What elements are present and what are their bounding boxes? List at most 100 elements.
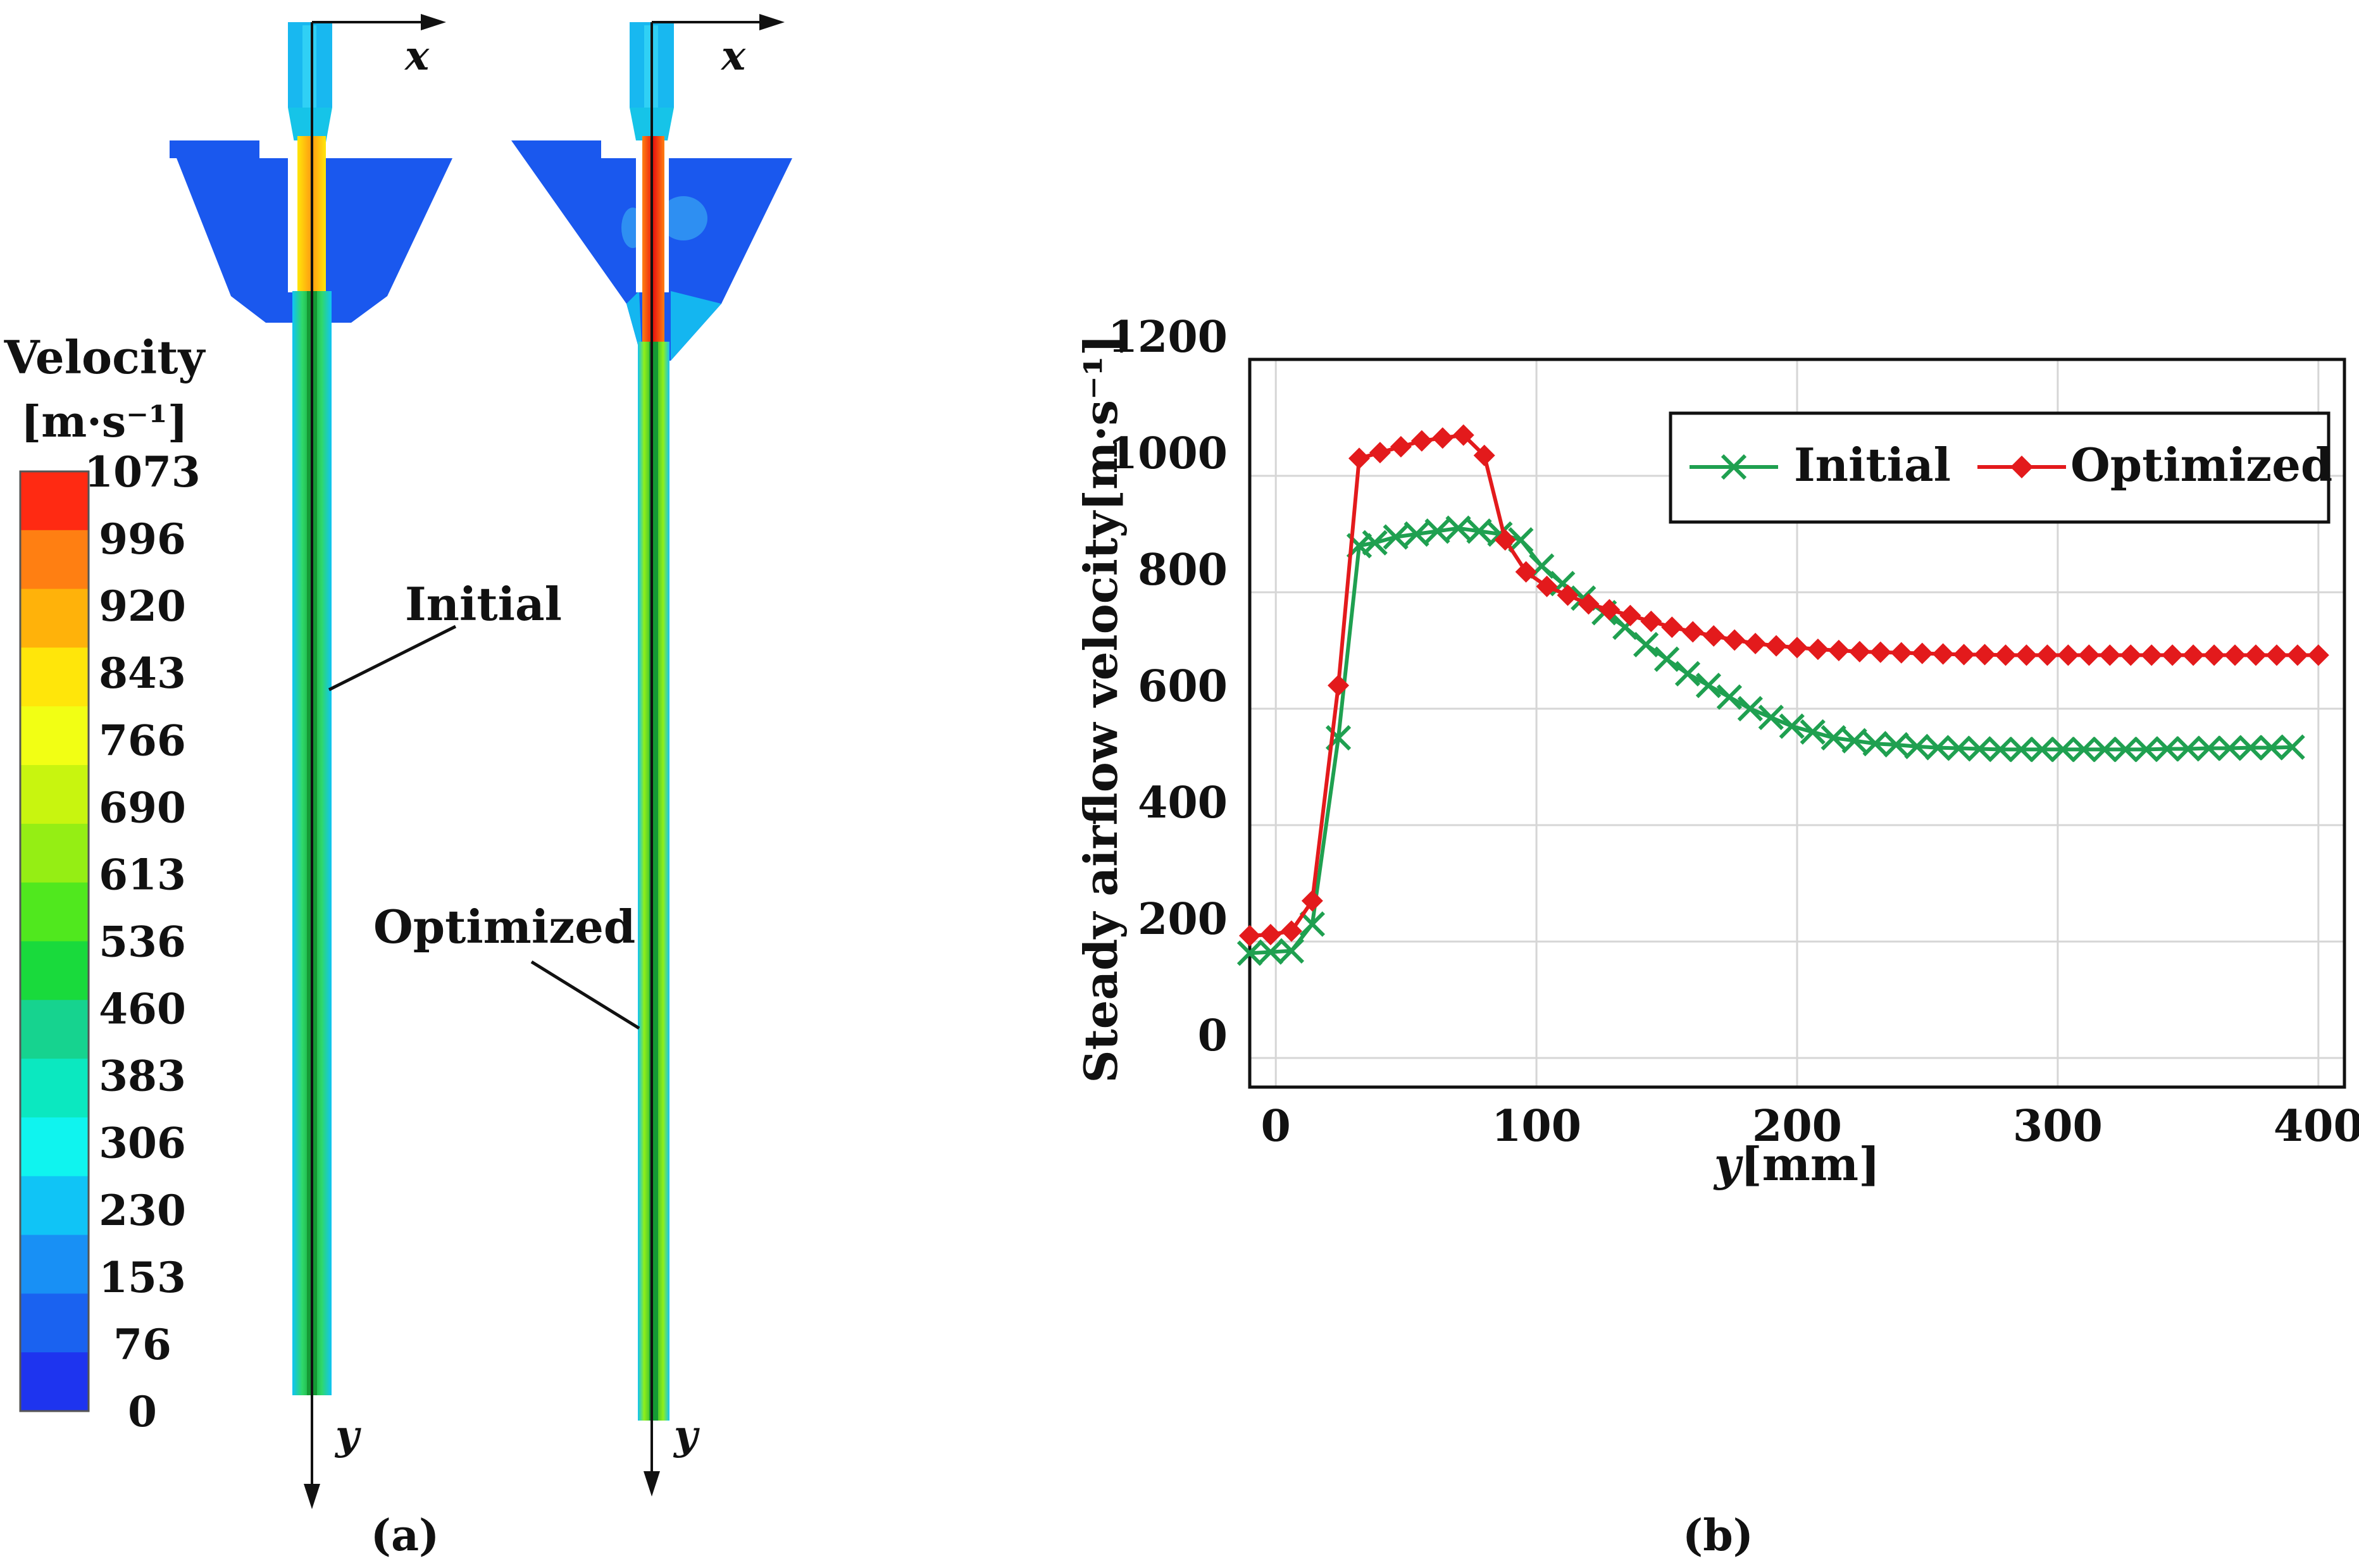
- legend-optimized-marker: [2010, 456, 2033, 478]
- legend-initial-label: Initial: [1794, 438, 1951, 492]
- y-axis-label: Steady airflow velocity[m·s⁻¹]: [1074, 334, 1128, 1083]
- colorbar-band: [20, 823, 89, 883]
- data-point-diamond-marker: [1869, 641, 1891, 663]
- x-tick-label: 200: [1752, 1101, 1842, 1152]
- colorbar-tick-label: 536: [99, 918, 186, 967]
- data-point-x-marker: [1779, 713, 1805, 739]
- data-point-x-marker: [2196, 735, 2222, 761]
- data-point-diamond-marker: [1890, 642, 1912, 664]
- data-point-x-marker: [1946, 735, 1972, 761]
- y-tick-label: 1000: [1108, 428, 1228, 479]
- colorbar-band: [20, 471, 89, 531]
- optimized-axes: [644, 14, 785, 1496]
- data-point-diamond-marker: [1578, 593, 1600, 615]
- data-point-diamond-marker: [1974, 644, 1996, 666]
- data-point-x-marker: [1967, 736, 1993, 762]
- data-point-x-marker: [2091, 737, 2118, 762]
- colorbar-tick-label: 306: [99, 1119, 186, 1168]
- data-point-diamond-marker: [1301, 890, 1323, 912]
- caption-b: (b): [1683, 1510, 1753, 1561]
- data-point-diamond-marker: [1473, 444, 1495, 466]
- y-tick-label: 800: [1138, 545, 1228, 595]
- colorbar-tick-label: 0: [128, 1387, 157, 1436]
- y-tick-label: 0: [1198, 1011, 1228, 1061]
- data-point-x-marker: [1800, 719, 1826, 745]
- y-tick-label: 600: [1138, 661, 1228, 712]
- data-point-x-marker: [1404, 521, 1429, 547]
- colorbar-band: [20, 1000, 89, 1060]
- data-point-diamond-marker: [2078, 644, 2100, 666]
- data-point-x-marker: [1737, 695, 1763, 722]
- data-point-diamond-marker: [1807, 638, 1829, 661]
- data-point-diamond-marker: [1765, 635, 1788, 657]
- data-point-x-marker: [2050, 737, 2076, 762]
- data-point-diamond-marker: [2224, 644, 2246, 666]
- data-point-diamond-marker: [1703, 625, 1725, 647]
- data-point-x-marker: [2070, 737, 2097, 762]
- colorbar-tick-label: 920: [99, 582, 186, 631]
- data-point-x-marker: [1925, 735, 1951, 761]
- data-point-x-marker: [1674, 661, 1701, 687]
- data-point-x-marker: [2175, 736, 2201, 762]
- data-point-diamond-marker: [1995, 644, 2017, 666]
- data-point-diamond-marker: [1848, 640, 1870, 663]
- colorbar-band: [20, 1059, 89, 1118]
- initial-callout-line: [328, 625, 457, 692]
- series-optimized: [1239, 424, 2329, 947]
- colorbar-band: [20, 647, 89, 707]
- data-point-x-marker: [2279, 734, 2305, 760]
- plot-area-frame: [1248, 358, 2346, 1089]
- data-point-x-marker: [1236, 940, 1263, 966]
- velocity-colorbar: [19, 470, 90, 1412]
- legend-units: [m·s⁻¹]: [21, 397, 188, 447]
- data-point-x-marker: [1257, 939, 1284, 965]
- data-point-diamond-marker: [1557, 584, 1579, 606]
- data-point-diamond-marker: [1494, 529, 1516, 551]
- data-point-diamond-marker: [1239, 924, 1260, 947]
- data-point-x-marker: [1508, 527, 1534, 553]
- y-tick-labels: 0 200 400 600 800 1000 1200: [1108, 312, 1228, 1061]
- data-point-diamond-marker: [1410, 430, 1433, 452]
- data-point-diamond-marker: [1745, 632, 1767, 654]
- data-point-x-marker: [1716, 684, 1743, 710]
- data-point-diamond-marker: [1280, 920, 1302, 942]
- data-point-x-marker: [1904, 733, 1930, 759]
- colorbar-tick-label: 460: [99, 985, 186, 1034]
- initial-y-axis-label: y: [334, 1412, 361, 1459]
- colorbar-band: [20, 1117, 89, 1177]
- data-point-diamond-marker: [1827, 640, 1850, 661]
- colorbar-tick-label: 230: [99, 1186, 186, 1235]
- data-point-diamond-marker: [1682, 621, 1704, 643]
- colorbar-band: [20, 1352, 89, 1412]
- data-point-diamond-marker: [2099, 644, 2121, 666]
- x-axis-label-var: y: [1713, 1137, 1743, 1191]
- data-point-diamond-marker: [2286, 644, 2308, 666]
- data-point-diamond-marker: [1911, 642, 1933, 664]
- chart-legend: Initial Optimized: [1669, 411, 2332, 524]
- data-point-diamond-marker: [1661, 616, 1683, 638]
- data-point-x-marker: [2029, 737, 2055, 762]
- data-point-x-marker: [1299, 911, 1325, 937]
- data-point-x-marker: [1633, 632, 1659, 657]
- data-point-x-marker: [1695, 673, 1722, 699]
- legend-title: Velocity: [4, 330, 206, 384]
- data-point-diamond-marker: [2265, 644, 2287, 666]
- data-point-x-marker: [2217, 735, 2243, 761]
- initial-x-axis-label: x: [404, 32, 430, 80]
- colorbar-band: [20, 1176, 89, 1236]
- x-tick-label: 100: [1491, 1101, 1581, 1152]
- data-point-x-marker: [1841, 728, 1867, 754]
- panel-b: 0 100 200 300 400 0 200 400 600 800 1000 1200 y[mm…: [1074, 312, 2359, 1561]
- data-point-diamond-marker: [2203, 644, 2225, 666]
- data-point-diamond-marker: [2141, 644, 2163, 666]
- chart-gridlines: [1250, 359, 2344, 1087]
- optimized-x-axis-label: x: [720, 32, 746, 80]
- colorbar-tick-label: 766: [99, 716, 186, 765]
- data-point-diamond-marker: [1348, 447, 1370, 470]
- colorbar-tick-label: 690: [99, 783, 186, 832]
- data-point-x-marker: [2154, 736, 2181, 762]
- colorbar-frame: [19, 470, 90, 1412]
- data-point-diamond-marker: [1786, 637, 1808, 659]
- data-point-diamond-marker: [1369, 442, 1391, 464]
